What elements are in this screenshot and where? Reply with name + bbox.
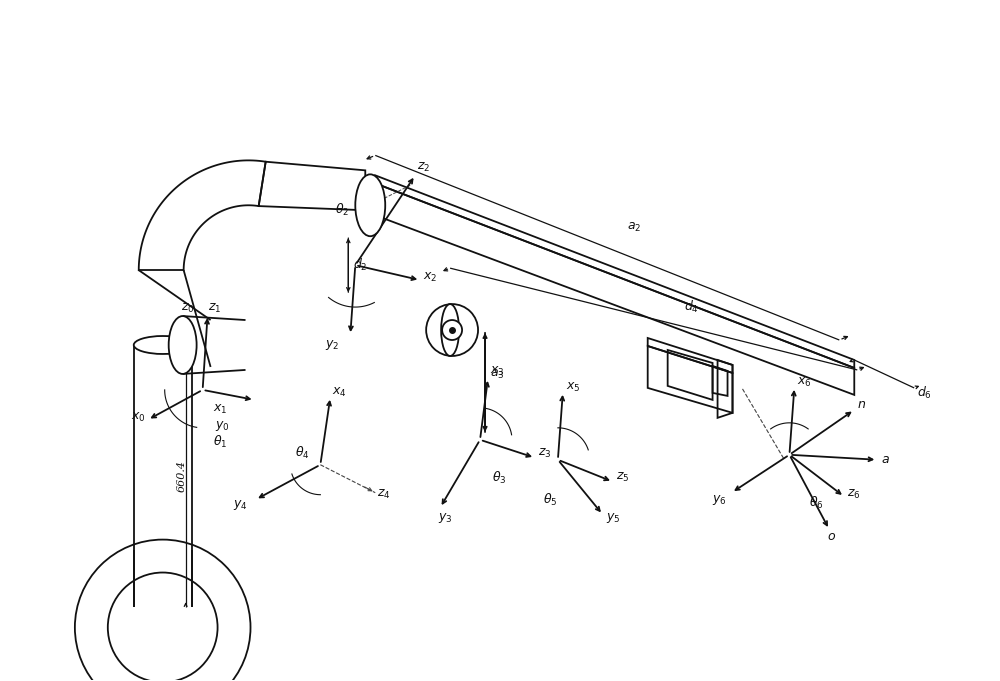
Text: $o$: $o$: [827, 530, 836, 543]
Text: $d_4$: $d_4$: [684, 299, 699, 315]
Text: $x_5$: $x_5$: [566, 381, 580, 394]
Text: $\theta_1$: $\theta_1$: [213, 434, 227, 450]
Ellipse shape: [169, 316, 197, 374]
Text: $z_0$: $z_0$: [181, 302, 194, 315]
Text: $a_3$: $a_3$: [490, 368, 505, 381]
Text: $y_4$: $y_4$: [233, 498, 247, 511]
Text: $y_6$: $y_6$: [712, 492, 726, 507]
Circle shape: [426, 304, 478, 356]
Text: $a$: $a$: [881, 454, 890, 466]
Text: $x_2$: $x_2$: [423, 270, 437, 284]
Text: $x_6$: $x_6$: [797, 377, 812, 390]
Text: $\theta_6$: $\theta_6$: [809, 494, 824, 511]
Ellipse shape: [441, 304, 459, 356]
Text: $y_5$: $y_5$: [606, 511, 620, 524]
Text: $a_2$: $a_2$: [627, 221, 641, 234]
Text: $\theta_4$: $\theta_4$: [295, 445, 310, 461]
Text: $d_6$: $d_6$: [917, 385, 932, 401]
Text: $y_2$: $y_2$: [325, 338, 340, 352]
Text: $x_1$: $x_1$: [213, 403, 227, 416]
Text: $z_5$: $z_5$: [616, 471, 629, 484]
Text: $z_2$: $z_2$: [417, 161, 430, 174]
Text: 660.4: 660.4: [177, 460, 187, 492]
Text: $y_3$: $y_3$: [438, 511, 453, 524]
Text: $z_6$: $z_6$: [847, 488, 861, 501]
Text: $\theta_5$: $\theta_5$: [543, 492, 557, 508]
Text: $x_0$: $x_0$: [131, 411, 145, 424]
Text: $z_1$: $z_1$: [208, 302, 221, 315]
Ellipse shape: [355, 174, 385, 236]
Circle shape: [442, 320, 462, 340]
Text: $z_3$: $z_3$: [538, 447, 551, 460]
Text: $\theta_2$: $\theta_2$: [335, 202, 350, 219]
Ellipse shape: [134, 336, 192, 354]
Text: $x_4$: $x_4$: [332, 386, 347, 400]
Text: $d_2$: $d_2$: [353, 257, 368, 273]
Text: $y_0$: $y_0$: [215, 419, 229, 433]
Text: $z_4$: $z_4$: [377, 488, 391, 501]
Text: $\theta_3$: $\theta_3$: [492, 470, 507, 486]
Text: $n$: $n$: [857, 398, 866, 411]
Text: $x_3$: $x_3$: [490, 366, 505, 379]
